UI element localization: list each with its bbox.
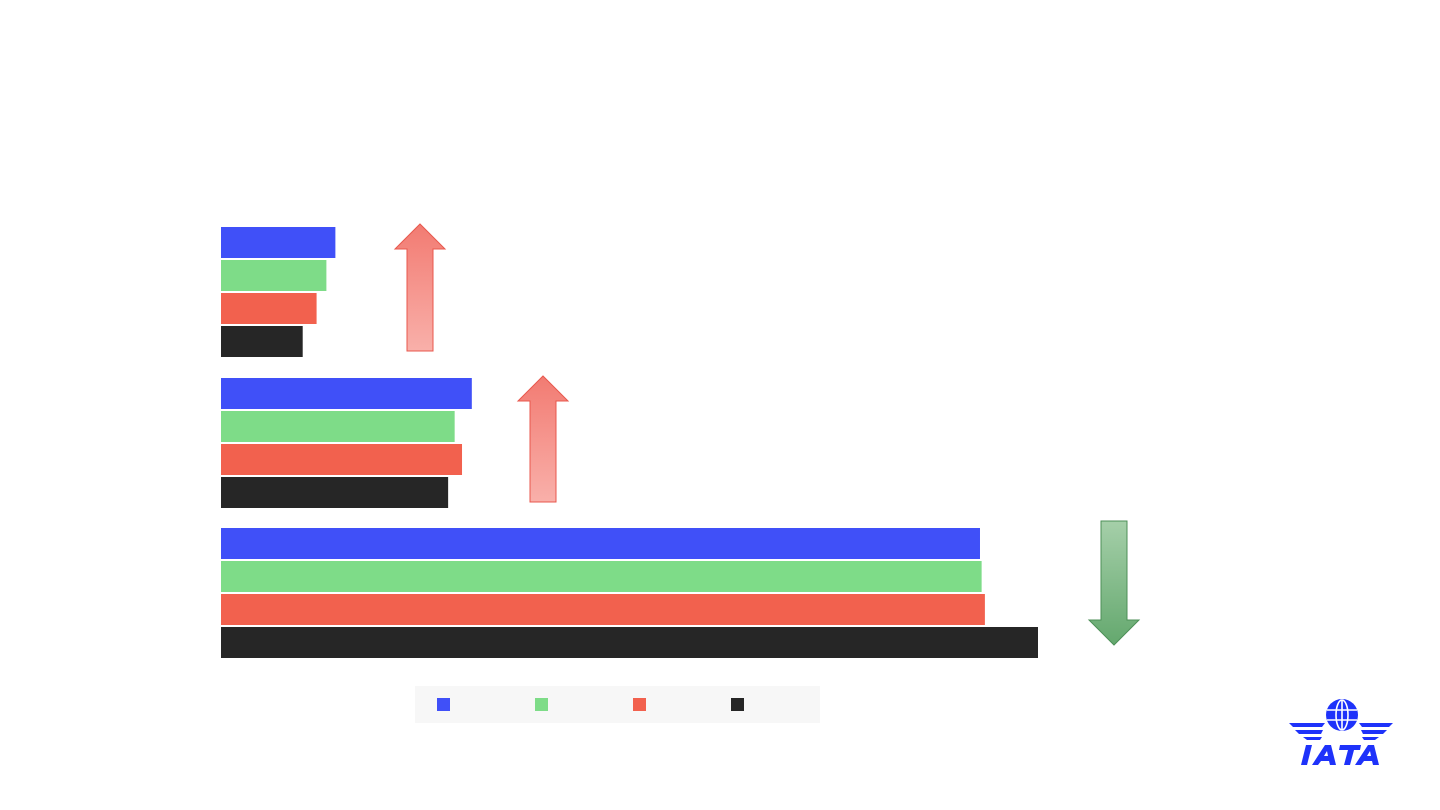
bar-group3-series4 bbox=[221, 627, 1038, 658]
bar-group1-series1 bbox=[221, 227, 336, 258]
arrow-up-icon bbox=[516, 375, 570, 503]
bar-group1-series2 bbox=[221, 260, 327, 291]
bars-group bbox=[221, 227, 1038, 658]
legend-item-2 bbox=[513, 698, 611, 711]
bar-group1-series3 bbox=[221, 293, 317, 324]
legend-swatch bbox=[731, 698, 744, 711]
bar-group3-series3 bbox=[221, 594, 985, 625]
legend-swatch bbox=[535, 698, 548, 711]
wings-icon bbox=[1289, 723, 1393, 740]
bar-group2-series1 bbox=[221, 378, 472, 409]
trend-arrows-group bbox=[393, 223, 1141, 646]
legend-item-4 bbox=[709, 698, 807, 711]
iata-logo bbox=[1285, 697, 1397, 769]
legend-item-3 bbox=[611, 698, 709, 711]
bar-group3-series2 bbox=[221, 561, 982, 592]
arrow-up-icon bbox=[393, 223, 447, 352]
bar-group2-series3 bbox=[221, 444, 463, 475]
legend bbox=[415, 686, 820, 723]
legend-swatch bbox=[437, 698, 450, 711]
bar-group3-series1 bbox=[221, 528, 980, 559]
bar-group1-series4 bbox=[221, 326, 303, 357]
bar-group2-series4 bbox=[221, 477, 449, 508]
arrow-down-icon bbox=[1087, 520, 1141, 646]
bar-group2-series2 bbox=[221, 411, 455, 442]
legend-swatch bbox=[633, 698, 646, 711]
legend-item-1 bbox=[415, 698, 513, 711]
iata-wordmark bbox=[1301, 745, 1379, 765]
